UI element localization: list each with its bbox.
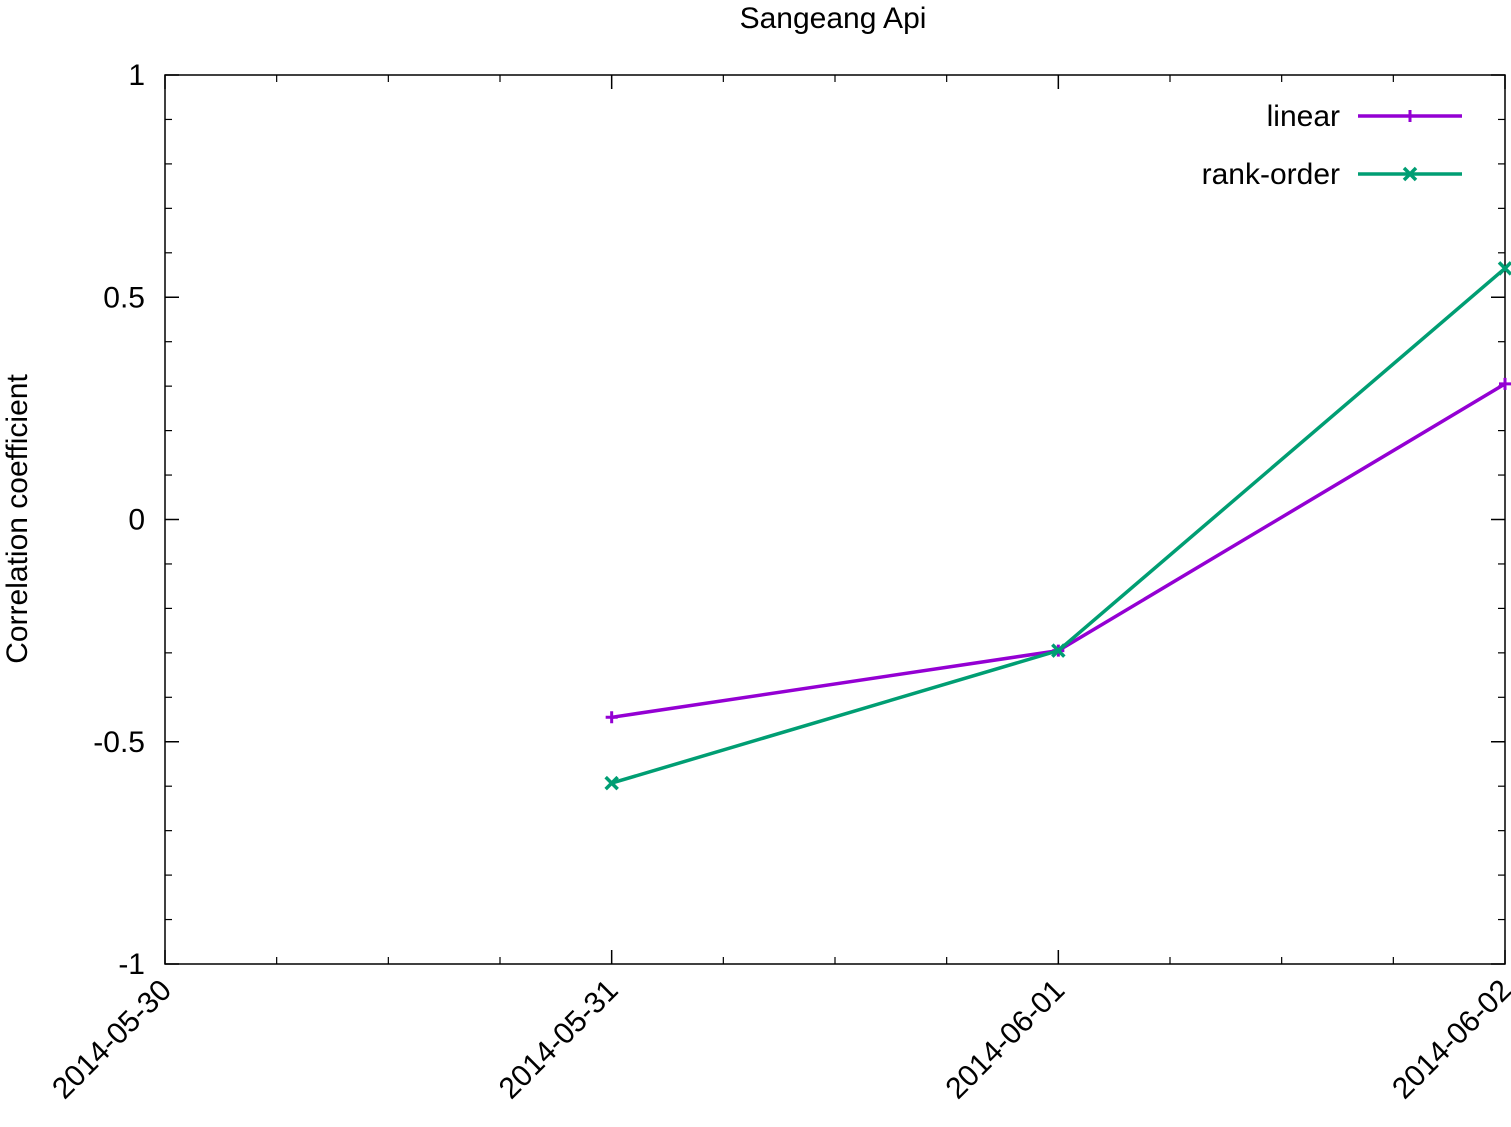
x-tick-label: 2014-05-30 <box>46 974 178 1106</box>
y-tick-label: 0.5 <box>103 281 145 314</box>
series-line <box>611 382 1506 720</box>
y-tick-label: -0.5 <box>93 726 145 759</box>
y-axis: 1 0.5 0 -0.5 -1 <box>93 59 1505 981</box>
x-tick-label: 2014-05-31 <box>493 974 625 1106</box>
y-tick-label: 0 <box>128 504 145 537</box>
data-point <box>604 775 619 791</box>
legend-marker <box>1404 110 1416 122</box>
data-point <box>1051 643 1066 658</box>
y-tick-label: -1 <box>118 948 145 981</box>
legend-label: rank-order <box>1202 158 1340 191</box>
x-tick-label: 2014-06-02 <box>1386 974 1511 1106</box>
data-point <box>1497 261 1511 276</box>
legend-label: linear <box>1267 100 1340 133</box>
data-point <box>1499 377 1511 390</box>
legend-marker <box>1402 166 1418 182</box>
legend: linear rank-order <box>1202 100 1462 191</box>
x-tick-label: 2014-06-01 <box>939 974 1071 1106</box>
series-layer <box>604 261 1511 791</box>
series-line <box>611 267 1507 785</box>
y-tick-label: 1 <box>128 59 145 92</box>
chart-title: Sangeang Api <box>740 2 927 35</box>
series-linear <box>605 377 1511 724</box>
data-point <box>605 711 618 724</box>
series-rank-order <box>604 261 1511 791</box>
plot-area <box>164 74 1506 965</box>
y-axis-label: Correlation coefficient <box>1 374 34 664</box>
x-axis: 2014-05-30 2014-05-31 2014-06-01 2014-06-02 <box>46 75 1511 1105</box>
